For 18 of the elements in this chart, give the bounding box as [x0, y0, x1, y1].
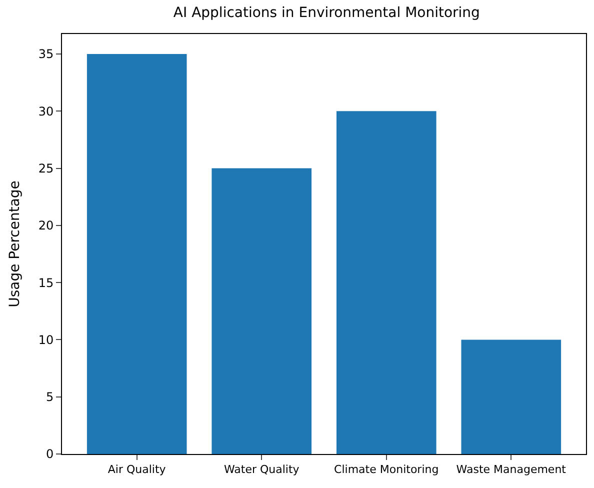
bar — [86, 54, 187, 454]
x-tick-label: Air Quality — [108, 463, 166, 476]
chart-title: AI Applications in Environmental Monitoring — [173, 5, 480, 22]
x-tick-label: Climate Monitoring — [334, 463, 439, 476]
y-tick-label: 35 — [38, 47, 54, 62]
y-axis-title: Usage Percentage — [6, 180, 23, 308]
x-tick-label: Water Quality — [224, 463, 300, 476]
y-tick-label: 30 — [38, 104, 54, 118]
bar — [461, 340, 562, 454]
y-tick-label: 10 — [38, 332, 54, 347]
y-tick-label: 25 — [38, 161, 54, 176]
bar — [212, 168, 312, 454]
y-tick-label: 5 — [46, 390, 54, 404]
y-tick-label: 20 — [38, 218, 54, 233]
bar — [336, 111, 436, 454]
y-tick-label: 15 — [38, 276, 54, 290]
x-tick-label: Waste Management — [456, 463, 567, 476]
y-tick-label: 0 — [46, 447, 54, 462]
